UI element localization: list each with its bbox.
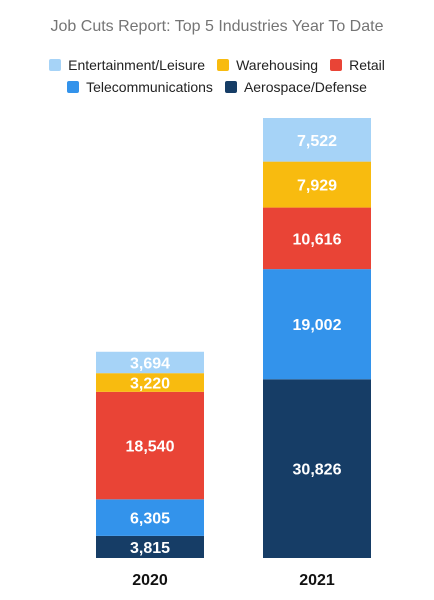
- legend-label-retail: Retail: [349, 57, 385, 73]
- bar-segment-2021-telecommunications: [263, 269, 371, 380]
- legend-swatch-retail: [330, 59, 343, 71]
- bar-segment-2020-entertainment-leisure: [96, 351, 204, 374]
- chart-title: Job Cuts Report: Top 5 Industries Year T…: [50, 18, 384, 35]
- legend-label-aerospace-defense: Aerospace/Defense: [243, 79, 367, 95]
- data-label-2021-retail: 10,616: [293, 231, 342, 248]
- legend-swatch-aerospace-defense: [224, 81, 237, 93]
- bar-segment-2020-aerospace-defense: [96, 535, 204, 558]
- data-label-2020-warehousing: 3,220: [130, 376, 170, 393]
- legend-label-telecommunications: Telecommunications: [86, 79, 213, 95]
- bar-segment-2021-warehousing: [263, 161, 371, 208]
- legend-row-1: Entertainment/Leisure Warehousing Retail: [0, 54, 434, 76]
- bar-segment-2020-warehousing: [96, 373, 204, 392]
- data-label-2020-telecommunications: 6,305: [130, 511, 170, 528]
- legend-label-entertainment-leisure: Entertainment/Leisure: [68, 57, 206, 73]
- legend-row-2: Telecommunications Aerospace/Defense: [0, 76, 434, 98]
- bar-segment-2021-aerospace-defense: [263, 379, 371, 558]
- legend-swatch-warehousing: [217, 59, 230, 71]
- legend-item-entertainment-leisure: Entertainment/Leisure: [49, 57, 205, 73]
- legend-item-retail: Retail: [330, 57, 385, 73]
- data-label-2021-warehousing: 7,929: [297, 178, 337, 195]
- data-label-2020-retail: 18,540: [126, 439, 175, 456]
- legend-item-warehousing: Warehousing: [217, 57, 318, 73]
- legend-swatch-entertainment-leisure: [49, 59, 62, 71]
- bar-segment-2020-telecommunications: [96, 499, 204, 536]
- category-label-2020: 2020: [132, 572, 168, 589]
- bar-segment-2021-retail: [263, 207, 371, 270]
- data-label-2021-telecommunications: 19,002: [293, 317, 342, 334]
- category-label-2021: 2021: [299, 572, 335, 589]
- legend-swatch-telecommunications: [67, 81, 80, 93]
- legend-label-warehousing: Warehousing: [236, 57, 319, 73]
- data-label-2021-entertainment-leisure: 7,522: [297, 133, 337, 150]
- bar-segment-2020-retail: [96, 391, 204, 500]
- bar-segment-2021-entertainment-leisure: [263, 118, 371, 162]
- legend-item-telecommunications: Telecommunications: [67, 79, 213, 95]
- data-label-2021-aerospace-defense: 30,826: [293, 462, 342, 479]
- chart-legend: Entertainment/Leisure Warehousing Retail…: [0, 54, 434, 98]
- data-label-2020-aerospace-defense: 3,815: [130, 540, 170, 557]
- data-label-2020-entertainment-leisure: 3,694: [130, 355, 170, 372]
- legend-item-aerospace-defense: Aerospace/Defense: [224, 79, 367, 95]
